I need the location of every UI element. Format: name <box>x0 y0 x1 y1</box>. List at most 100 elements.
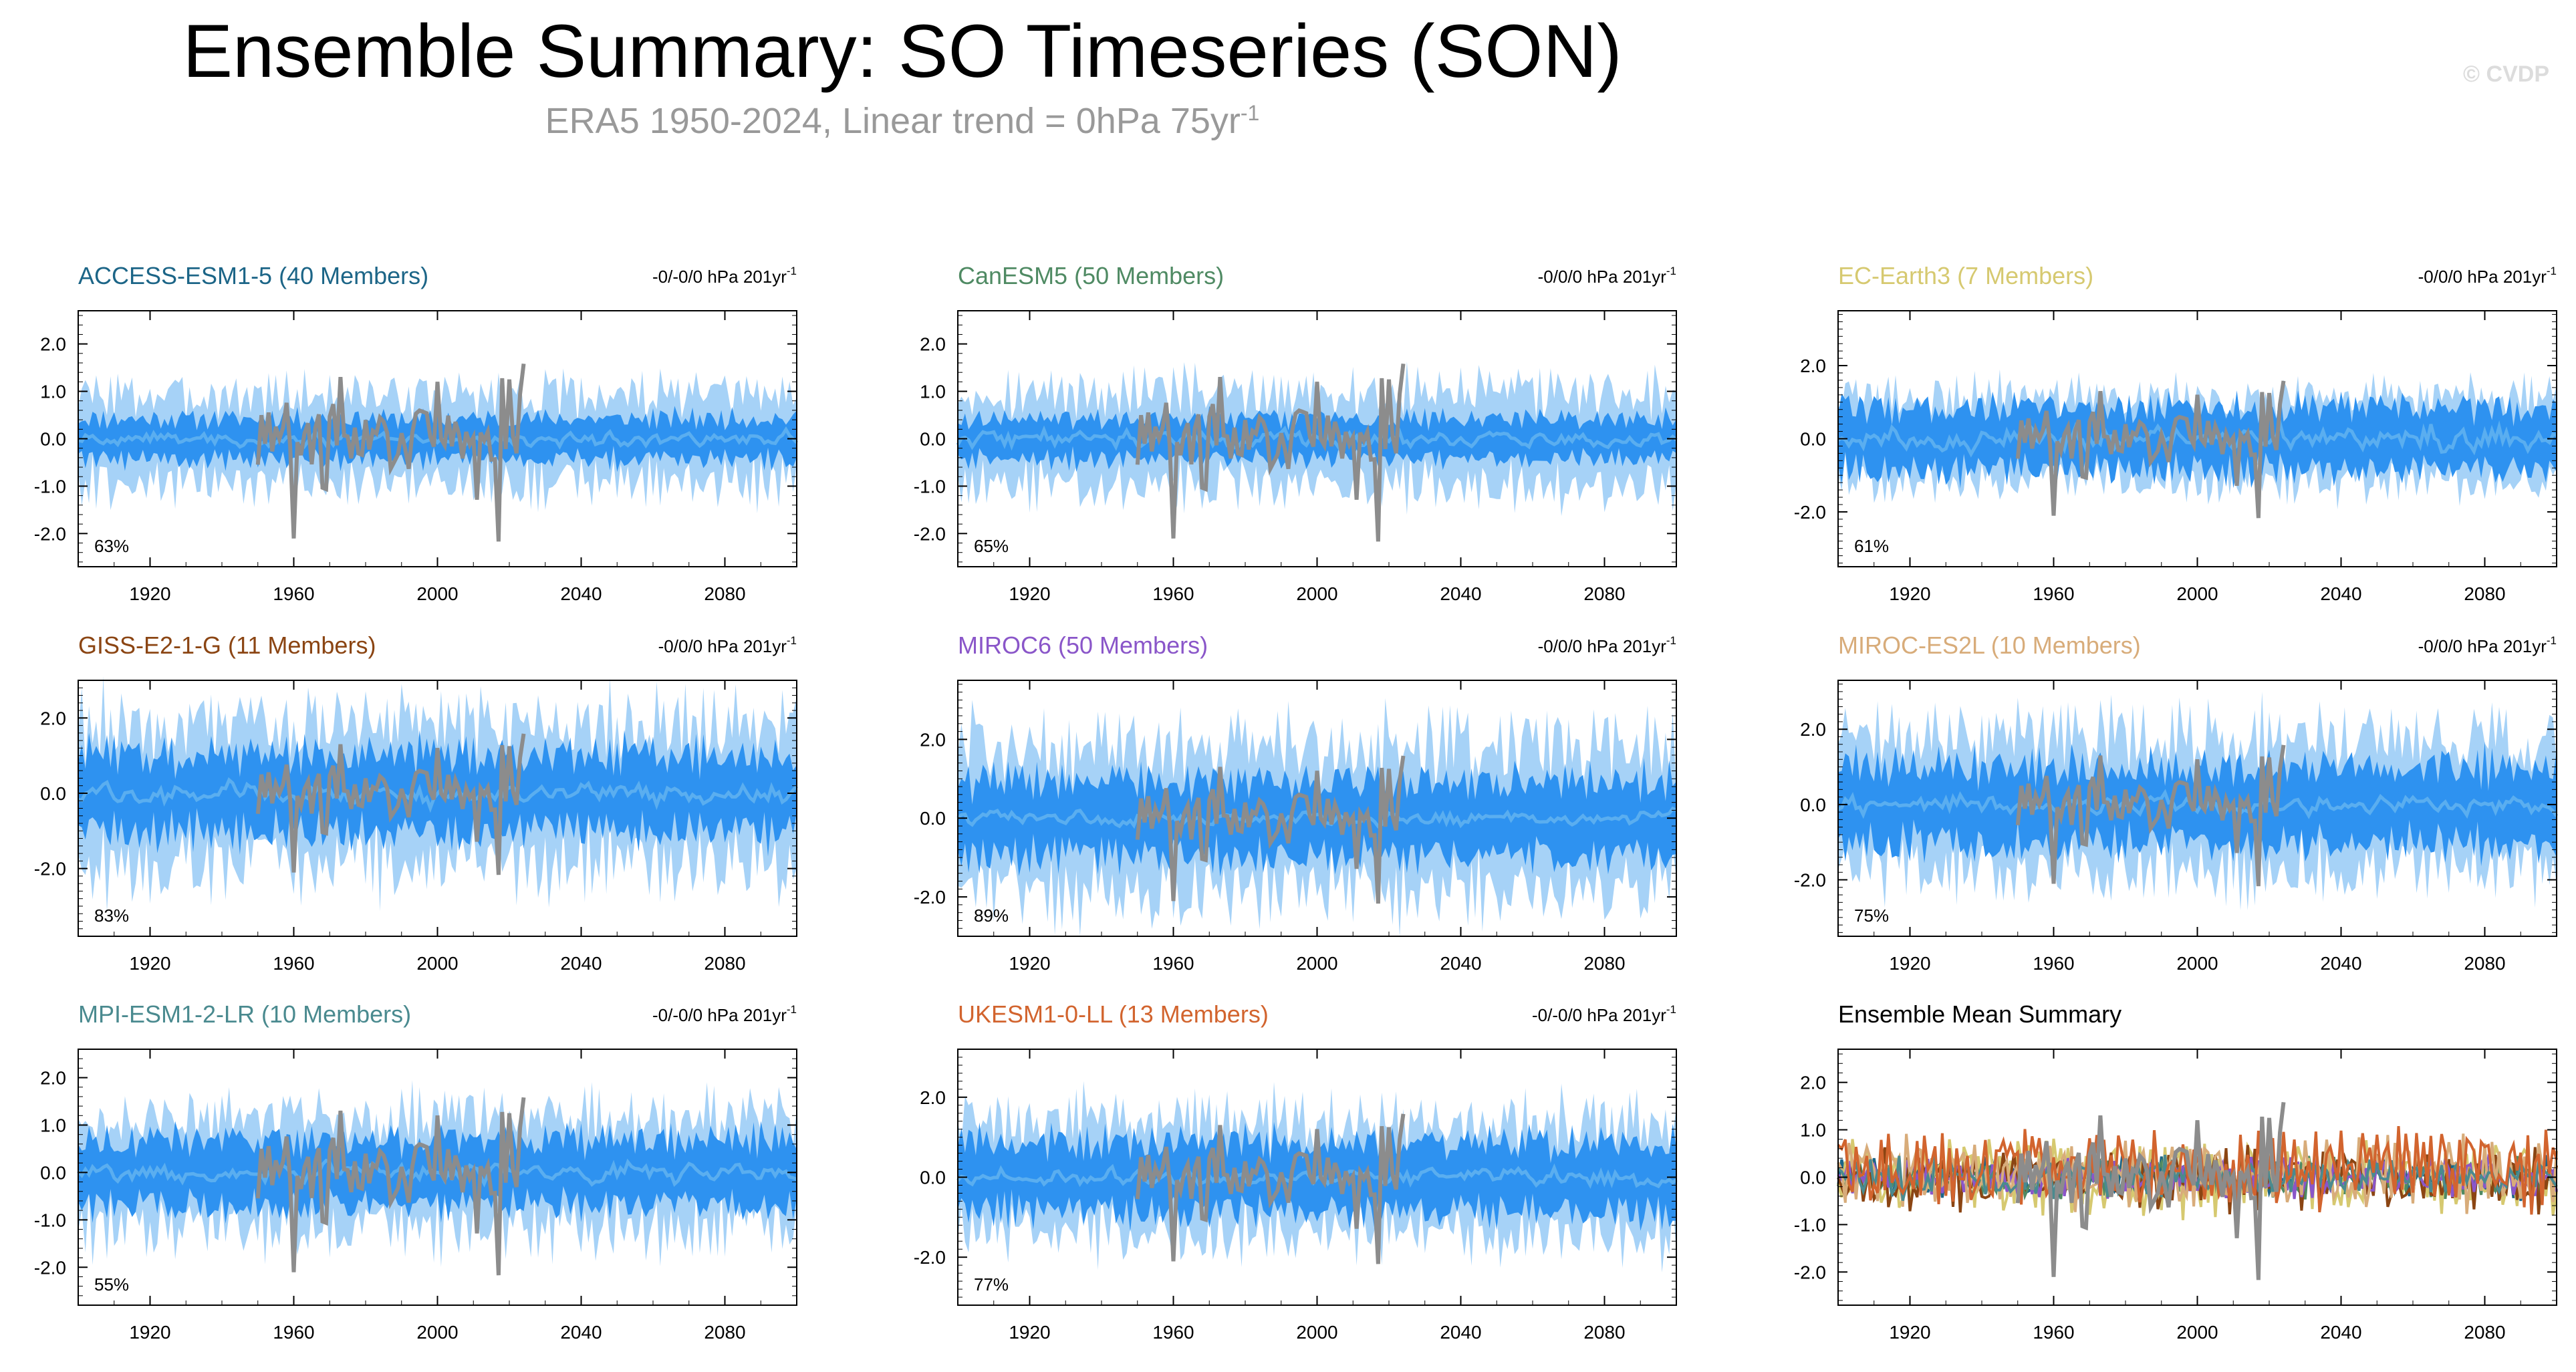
x-tick-label: 1920 <box>1889 953 1930 974</box>
x-tick-label: 1960 <box>1152 953 1194 974</box>
trend-superscript: -1 <box>1666 265 1676 277</box>
ensemble-mean-line <box>956 1163 1678 1189</box>
panel-title: ACCESS-ESM1-5 (40 Members) <box>78 262 428 289</box>
trend-superscript: -1 <box>1666 634 1676 647</box>
panel-title: MIROC-ES2L (10 Members) <box>1838 632 2141 659</box>
x-tick-label: 1960 <box>273 953 314 974</box>
subtitle-superscript: -1 <box>1240 101 1260 125</box>
y-tick-label: 2.0 <box>40 708 66 728</box>
chart-panel: MIROC-ES2L (10 Members) -0/0/0 hPa 201yr-… <box>1794 632 2558 974</box>
x-tick-label: 2000 <box>1296 583 1337 604</box>
x-tick-label: 2000 <box>2176 953 2218 974</box>
y-tick-label: -1.0 <box>914 476 946 497</box>
trend-superscript: -1 <box>1666 1003 1676 1016</box>
observed-line <box>255 363 526 542</box>
y-tick-label: 0.0 <box>1800 1168 1826 1188</box>
y-tick-label: 0.0 <box>40 783 66 804</box>
trend-superscript: -1 <box>2547 634 2557 647</box>
x-tick-label: 1960 <box>2033 583 2074 604</box>
x-tick-label: 1920 <box>129 953 170 974</box>
x-tick-label: 2080 <box>2464 953 2505 974</box>
x-tick-label: 2040 <box>2320 1322 2361 1343</box>
x-tick-label: 2080 <box>704 953 745 974</box>
x-tick-label: 1920 <box>129 583 170 604</box>
x-tick-label: 1920 <box>1009 1322 1050 1343</box>
trend-label: -0/0/0 hPa 201yr-1 <box>2418 634 2557 656</box>
x-tick-label: 1920 <box>1889 583 1930 604</box>
trend-label: -0/0/0 hPa 201yr-1 <box>1538 265 1676 287</box>
chart-panel: Ensemble Mean Summary 2.0 1.0 0.0 -1.0 -2.0 19… <box>1794 1000 2558 1343</box>
ensemble-mean-line <box>1837 416 2557 458</box>
y-tick-label: 0.0 <box>920 808 946 829</box>
page-title: Ensemble Summary: SO Timeseries (SON) <box>182 9 1622 93</box>
series-line-ukesm1-0-ll <box>1837 1125 2558 1215</box>
y-tick-label: -2.0 <box>34 859 66 879</box>
x-tick-label: 2000 <box>416 1322 458 1343</box>
x-tick-label: 2080 <box>1583 1322 1625 1343</box>
percent-label: 63% <box>94 536 129 556</box>
percent-label: 83% <box>94 906 129 926</box>
trend-superscript: -1 <box>787 634 797 647</box>
x-tick-label: 2040 <box>2320 583 2361 604</box>
y-tick-label: -2.0 <box>1794 502 1826 523</box>
trend-label: -0/0/0 hPa 201yr-1 <box>2418 265 2557 287</box>
chart-panel: MIROC6 (50 Members) -0/0/0 hPa 201yr-1 2.0… <box>914 632 1678 974</box>
ensemble-mean-line <box>956 425 1678 452</box>
x-tick-label: 2040 <box>560 953 602 974</box>
y-tick-label: 0.0 <box>1800 429 1826 450</box>
subtitle-text: ERA5 1950-2024, Linear trend = 0hPa 75yr <box>545 101 1241 141</box>
x-tick-label: 2000 <box>416 953 458 974</box>
y-tick-label: 0.0 <box>1800 795 1826 815</box>
x-tick-label: 2040 <box>560 1322 602 1343</box>
inner-spread-band <box>1838 741 2557 867</box>
x-tick-label: 2040 <box>2320 953 2361 974</box>
panel-title: MIROC6 (50 Members) <box>958 632 1208 659</box>
x-tick-label: 2080 <box>1583 583 1625 604</box>
inner-spread-band <box>958 758 1676 877</box>
x-tick-label: 1920 <box>1009 583 1050 604</box>
x-tick-label: 2080 <box>704 1322 745 1343</box>
x-tick-label: 2000 <box>1296 1322 1337 1343</box>
observed-line <box>255 733 526 875</box>
x-tick-label: 2080 <box>2464 1322 2505 1343</box>
observed-line <box>1135 1113 1406 1264</box>
percent-label: 77% <box>974 1274 1009 1294</box>
y-tick-label: -2.0 <box>34 523 66 544</box>
trend-superscript: -1 <box>787 265 797 277</box>
percent-label: 55% <box>94 1274 129 1294</box>
y-tick-label: 0.0 <box>920 429 946 450</box>
x-tick-label: 2080 <box>1583 953 1625 974</box>
y-tick-label: 0.0 <box>40 1162 66 1183</box>
x-tick-label: 2040 <box>1440 583 1481 604</box>
x-tick-label: 2040 <box>1440 953 1481 974</box>
y-tick-label: -2.0 <box>914 887 946 908</box>
y-tick-label: -1.0 <box>34 1210 66 1230</box>
x-tick-label: 1920 <box>129 1322 170 1343</box>
y-tick-label: 1.0 <box>1800 1120 1826 1141</box>
trend-superscript: -1 <box>787 1003 797 1016</box>
x-tick-label: 2000 <box>416 583 458 604</box>
y-tick-label: -2.0 <box>914 523 946 544</box>
observed-line <box>1135 363 1406 542</box>
y-tick-label: 1.0 <box>40 1115 66 1135</box>
y-tick-label: 0.0 <box>920 1168 946 1188</box>
trend-label: -0/0/0 hPa 201yr-1 <box>1538 634 1676 656</box>
x-tick-label: 1960 <box>273 1322 314 1343</box>
x-tick-label: 1960 <box>1152 583 1194 604</box>
observed-line <box>2015 744 2286 887</box>
x-tick-label: 2000 <box>2176 583 2218 604</box>
x-tick-label: 1960 <box>1152 1322 1194 1343</box>
x-tick-label: 1960 <box>273 583 314 604</box>
observed-line <box>2015 1101 2286 1280</box>
chart-panel: ACCESS-ESM1-5 (40 Members) -0/-0/0 hPa 20… <box>34 262 798 604</box>
panel-title: MPI-ESM1-2-LR (10 Members) <box>78 1000 411 1028</box>
percent-label: 65% <box>974 536 1009 556</box>
page-subtitle: ERA5 1950-2024, Linear trend = 0hPa 75yr… <box>0 100 1805 142</box>
x-tick-label: 1960 <box>2033 953 2074 974</box>
ensemble-mean-line <box>1837 789 2558 821</box>
y-tick-label: 2.0 <box>40 1068 66 1089</box>
chart-panel: UKESM1-0-LL (13 Members) -0/-0/0 hPa 201y… <box>914 1000 1678 1343</box>
chart-panel: CanESM5 (50 Members) -0/0/0 hPa 201yr-1 2.… <box>914 262 1678 604</box>
x-tick-label: 2080 <box>704 583 745 604</box>
